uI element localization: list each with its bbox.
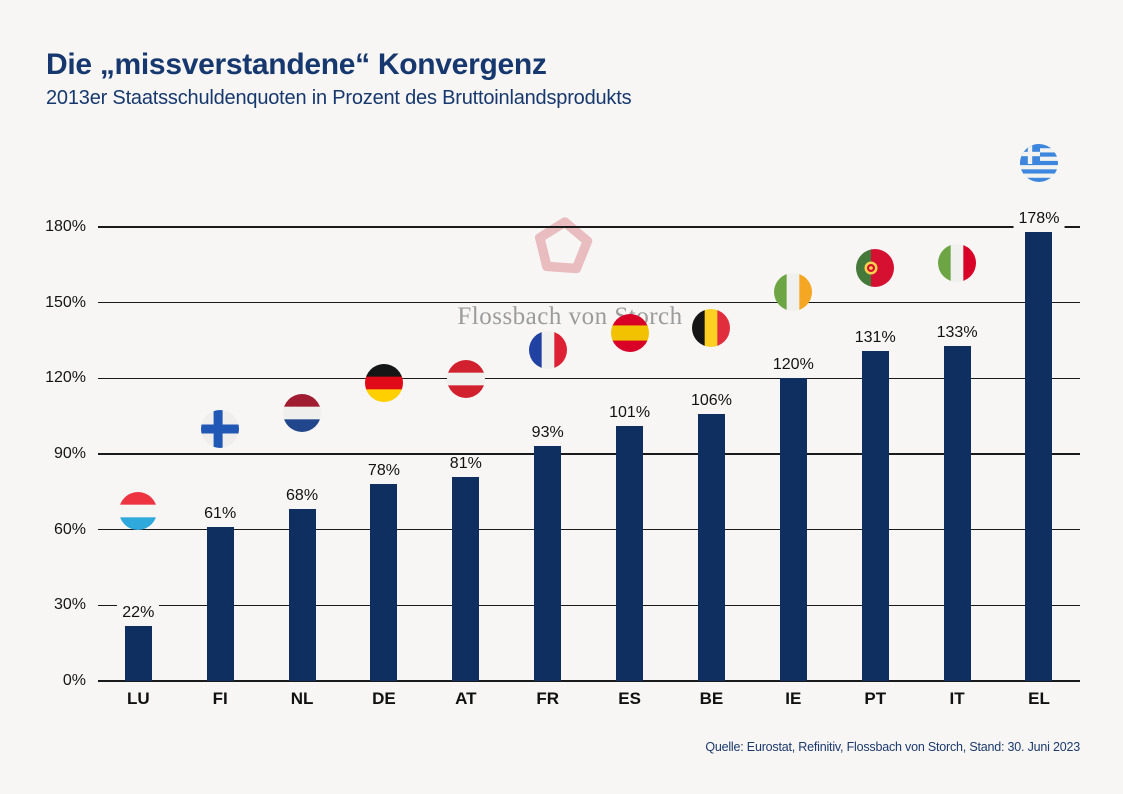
value-label-it: 133% <box>931 323 983 342</box>
gridline-120 <box>98 377 1080 380</box>
x-tick-label-lu: LU <box>126 689 150 708</box>
bar-fi <box>206 527 234 681</box>
x-tick-label-ie: IE <box>785 689 802 708</box>
value-label-ie: 120% <box>767 356 819 375</box>
el-flag-icon <box>1019 144 1058 182</box>
value-label-fi: 61% <box>199 505 242 524</box>
y-tick-label-0: 0% <box>62 672 86 689</box>
bar-fr <box>534 446 562 681</box>
gridline-90 <box>98 453 1080 455</box>
x-tick-label-de: DE <box>372 689 396 708</box>
fr-flag-icon <box>528 331 567 369</box>
value-label-el: 178% <box>1013 210 1065 229</box>
gridline-150 <box>98 301 1080 304</box>
x-tick-label-fr: FR <box>536 689 560 708</box>
gridline-0 <box>98 680 1080 682</box>
bar-at <box>452 476 480 681</box>
x-tick-label-es: ES <box>618 689 641 708</box>
bar-nl <box>288 509 316 681</box>
x-tick-label-nl: NL <box>290 689 314 708</box>
y-tick-label-90: 90% <box>53 444 86 462</box>
source-note: Quelle: Eurostat, Refinitiv, Flossbach v… <box>705 740 1080 754</box>
bar-be <box>697 413 725 681</box>
value-label-lu: 22% <box>117 603 160 622</box>
value-label-be: 106% <box>685 391 737 410</box>
bar-es <box>616 426 644 681</box>
bar-lu <box>124 625 152 681</box>
x-tick-label-it: IT <box>949 689 965 708</box>
x-tick-label-be: BE <box>699 689 724 708</box>
gridline-30 <box>98 604 1080 607</box>
gridline-180 <box>98 226 1080 228</box>
gridline-60 <box>98 528 1080 531</box>
x-tick-label-pt: PT <box>864 689 887 708</box>
ie-flag-icon <box>774 273 813 311</box>
fi-flag-icon <box>201 410 240 448</box>
y-tick-label-150: 150% <box>45 293 86 311</box>
it-flag-icon <box>938 244 977 282</box>
value-label-es: 101% <box>604 404 656 423</box>
be-flag-icon <box>692 309 731 347</box>
y-tick-label-180: 180% <box>45 217 86 235</box>
value-label-nl: 68% <box>281 487 324 506</box>
value-label-pt: 131% <box>849 328 901 347</box>
es-flag-icon <box>610 314 649 352</box>
value-label-fr: 93% <box>526 424 569 443</box>
x-tick-label-at: AT <box>455 689 477 708</box>
chart-title: Die „missverstandene“ Konvergenz <box>46 48 547 81</box>
y-tick-label-30: 30% <box>53 596 86 614</box>
x-tick-label-el: EL <box>1028 689 1050 708</box>
chart-subtitle: 2013er Staatsschuldenquoten in Prozent d… <box>46 87 632 109</box>
y-tick-label-120: 120% <box>45 369 86 387</box>
flossbach-pentagon-logo-icon <box>535 217 593 274</box>
bar-pt <box>861 350 889 681</box>
value-label-at: 81% <box>444 454 487 473</box>
bar-ie <box>779 378 807 681</box>
at-flag-icon <box>446 360 485 398</box>
bar-el <box>1025 232 1053 681</box>
nl-flag-icon <box>283 394 322 432</box>
pt-flag-icon <box>856 249 895 287</box>
lu-flag-icon <box>119 492 158 530</box>
x-tick-label-fi: FI <box>212 689 228 708</box>
y-tick-label-60: 60% <box>53 520 86 538</box>
bar-de <box>370 484 398 681</box>
bar-it <box>943 345 971 681</box>
watermark-text: Flossbach von Storch <box>457 303 683 330</box>
de-flag-icon <box>364 364 403 402</box>
value-label-de: 78% <box>362 462 405 481</box>
